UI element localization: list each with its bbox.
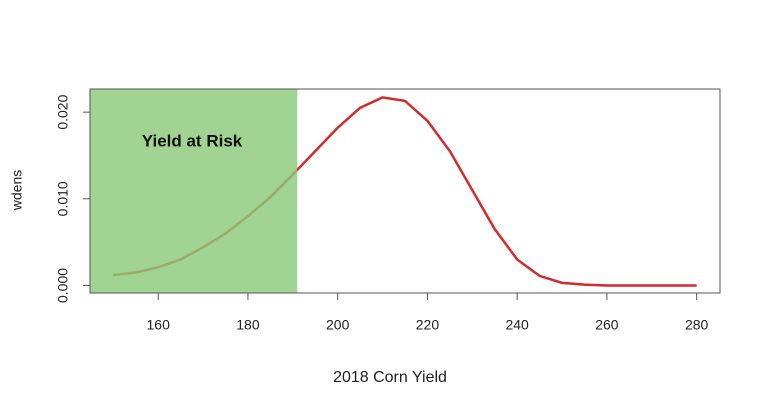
x-tick-label: 200 — [326, 317, 350, 333]
x-tick-label: 280 — [685, 317, 709, 333]
y-tick-label: 0.000 — [55, 268, 71, 303]
x-tick-label: 240 — [505, 317, 529, 333]
y-tick-label: 0.020 — [55, 94, 71, 129]
x-tick-label: 220 — [416, 317, 440, 333]
x-tick-label: 260 — [595, 317, 619, 333]
x-tick-label: 160 — [147, 317, 171, 333]
y-axis-label: wdens — [9, 170, 25, 211]
x-tick-label: 180 — [236, 317, 260, 333]
x-axis-label: 2018 Corn Yield — [333, 369, 447, 386]
shaded-region — [90, 89, 298, 293]
annotation: Yield at Risk — [142, 131, 243, 150]
y-tick-label: 0.010 — [55, 181, 71, 216]
